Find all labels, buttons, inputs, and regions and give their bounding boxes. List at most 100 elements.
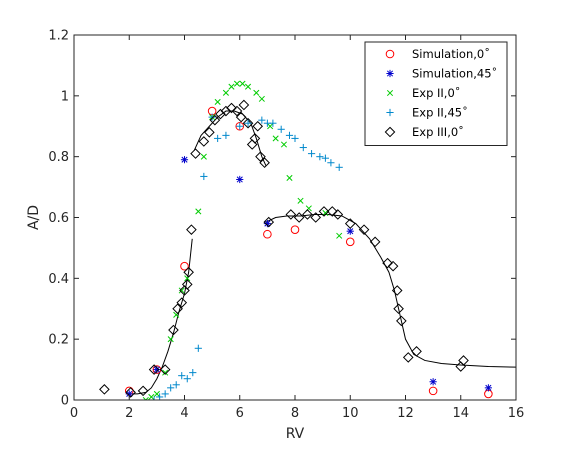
data-point — [178, 287, 185, 294]
data-point — [255, 151, 266, 162]
data-point — [172, 381, 180, 389]
data-point — [280, 141, 288, 148]
data-point — [236, 175, 244, 184]
fit-curve-1 — [127, 238, 193, 395]
data-point — [195, 208, 202, 215]
data-point — [125, 387, 136, 398]
data-point — [259, 157, 270, 169]
data-point — [235, 111, 247, 123]
legend-marker — [386, 89, 394, 97]
fit-curve-2 — [193, 110, 267, 166]
data-point — [180, 261, 189, 271]
legend-marker — [384, 126, 396, 138]
x-tick-label: 14 — [452, 406, 469, 421]
legend-label: Exp II,0˚ — [412, 85, 461, 100]
data-point — [159, 364, 171, 375]
x-tick-label: 16 — [508, 406, 525, 421]
data-point — [387, 260, 399, 272]
data-point — [252, 120, 264, 132]
data-point — [167, 336, 174, 343]
data-point — [429, 378, 437, 386]
series-5 — [99, 99, 469, 398]
data-point — [235, 121, 245, 131]
data-point — [242, 117, 254, 129]
legend-label: Simulation,45˚ — [412, 66, 497, 81]
data-point — [142, 396, 149, 400]
axes: 0 2 4 6 8 10 12 14 16 0 0.2 0.4 0.6 0.8 1 1.2 RV A/D — [26, 29, 524, 443]
data-point — [428, 386, 438, 396]
data-point — [396, 315, 407, 327]
data-point — [176, 297, 188, 308]
y-tick-label: 0.6 — [48, 211, 69, 226]
data-point — [183, 375, 191, 383]
data-point — [402, 352, 414, 363]
data-point — [345, 237, 355, 247]
data-point — [249, 133, 261, 144]
data-point — [167, 384, 175, 392]
legend: Simulation,0˚ Simulation,45˚ Exp II,0˚ Exp … — [364, 41, 508, 146]
data-point — [302, 209, 313, 220]
data-point — [344, 218, 356, 229]
data-point — [310, 212, 322, 223]
data-point — [267, 123, 274, 130]
data-point — [316, 153, 324, 161]
data-point — [336, 232, 343, 239]
data-point — [244, 119, 252, 127]
data-point — [253, 89, 260, 96]
data-point — [168, 324, 179, 336]
data-point — [411, 346, 422, 357]
legend-entry: Exp II,45˚ — [386, 105, 468, 120]
data-point — [148, 364, 160, 375]
data-point — [200, 172, 208, 181]
data-point — [214, 98, 221, 105]
data-point — [291, 134, 299, 143]
data-point — [181, 279, 193, 290]
y-tick-label: 0 — [61, 394, 69, 409]
x-axis-label: RV — [286, 426, 305, 442]
data-point — [231, 105, 243, 117]
series-3 — [142, 80, 343, 400]
data-point — [358, 224, 370, 235]
data-point — [307, 150, 316, 158]
data-point — [99, 384, 110, 395]
x-tick-label: 10 — [342, 406, 359, 421]
data-point — [293, 212, 305, 223]
data-point — [326, 206, 338, 217]
data-point — [263, 229, 272, 239]
data-point — [156, 393, 164, 400]
data-point — [393, 303, 404, 315]
data-point — [148, 393, 155, 400]
legend-label: Simulation,0˚ — [412, 46, 490, 61]
data-point — [382, 257, 393, 269]
data-point — [228, 83, 235, 90]
data-point — [226, 102, 237, 114]
legend-marker — [386, 108, 394, 117]
legend-entry: Simulation,45˚ — [386, 66, 497, 81]
data-point — [258, 116, 266, 124]
x-tick-label: 4 — [180, 406, 188, 421]
data-point — [285, 209, 297, 220]
data-point — [189, 369, 197, 377]
y-tick-label: 0.2 — [48, 333, 69, 348]
data-point — [239, 80, 246, 87]
data-point — [263, 216, 275, 228]
plot-content — [99, 80, 516, 400]
data-point — [153, 390, 160, 397]
data-point — [272, 135, 279, 142]
legend-entry: Exp II,0˚ — [386, 85, 461, 100]
data-point — [269, 119, 277, 127]
x-tick-label: 8 — [291, 406, 299, 421]
x-tick-label: 2 — [125, 406, 133, 421]
data-point — [458, 355, 469, 366]
data-point — [277, 125, 285, 133]
data-point — [178, 372, 186, 380]
data-point — [183, 266, 194, 278]
y-tick-label: 0.8 — [48, 150, 69, 165]
data-point — [346, 227, 354, 235]
data-point — [194, 344, 202, 352]
legend-entry: Simulation,0˚ — [385, 46, 490, 61]
data-point — [180, 156, 189, 164]
x-tick-label: 0 — [70, 406, 78, 421]
data-point — [369, 236, 381, 248]
